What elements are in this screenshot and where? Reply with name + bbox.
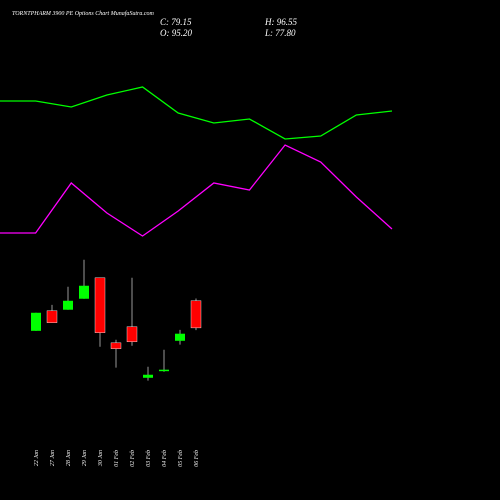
x-tick-label: 29 Jan (82, 450, 88, 466)
low-label: L: 77.80 (264, 28, 296, 38)
open-label: O: 95.20 (160, 28, 192, 38)
x-tick-label: 06 Feb (194, 450, 200, 467)
candle-body (175, 333, 185, 341)
x-tick-label: 05 Feb (178, 450, 184, 467)
candle-body (79, 285, 89, 299)
x-tick-label: 03 Feb (146, 450, 152, 467)
candle-body (143, 374, 153, 378)
indicator-line (0, 86, 393, 140)
x-tick-label: 01 Feb (114, 450, 120, 467)
candle-body (31, 312, 41, 331)
x-tick-label: 27 Jan (50, 450, 56, 466)
candle-body (126, 326, 138, 343)
chart-title: TORNTPHARM 3900 PE Options Chart MunafaS… (12, 10, 155, 17)
candle-body (190, 300, 202, 329)
x-tick-label: 22 Jan (34, 450, 40, 466)
candle-body (94, 277, 106, 333)
high-label: H: 96.55 (264, 17, 297, 27)
x-tick-label: 04 Feb (161, 450, 168, 467)
x-tick-label: 28 Jan (66, 450, 72, 466)
candle-body (46, 310, 58, 323)
x-tick-label: 02 Feb (130, 450, 136, 467)
candle-body (159, 369, 169, 372)
x-tick-label: 30 Jan (98, 450, 104, 467)
candle-body (110, 342, 122, 349)
candle-body (63, 300, 73, 310)
close-label: C: 79.15 (160, 17, 192, 27)
indicator-line (0, 144, 393, 237)
